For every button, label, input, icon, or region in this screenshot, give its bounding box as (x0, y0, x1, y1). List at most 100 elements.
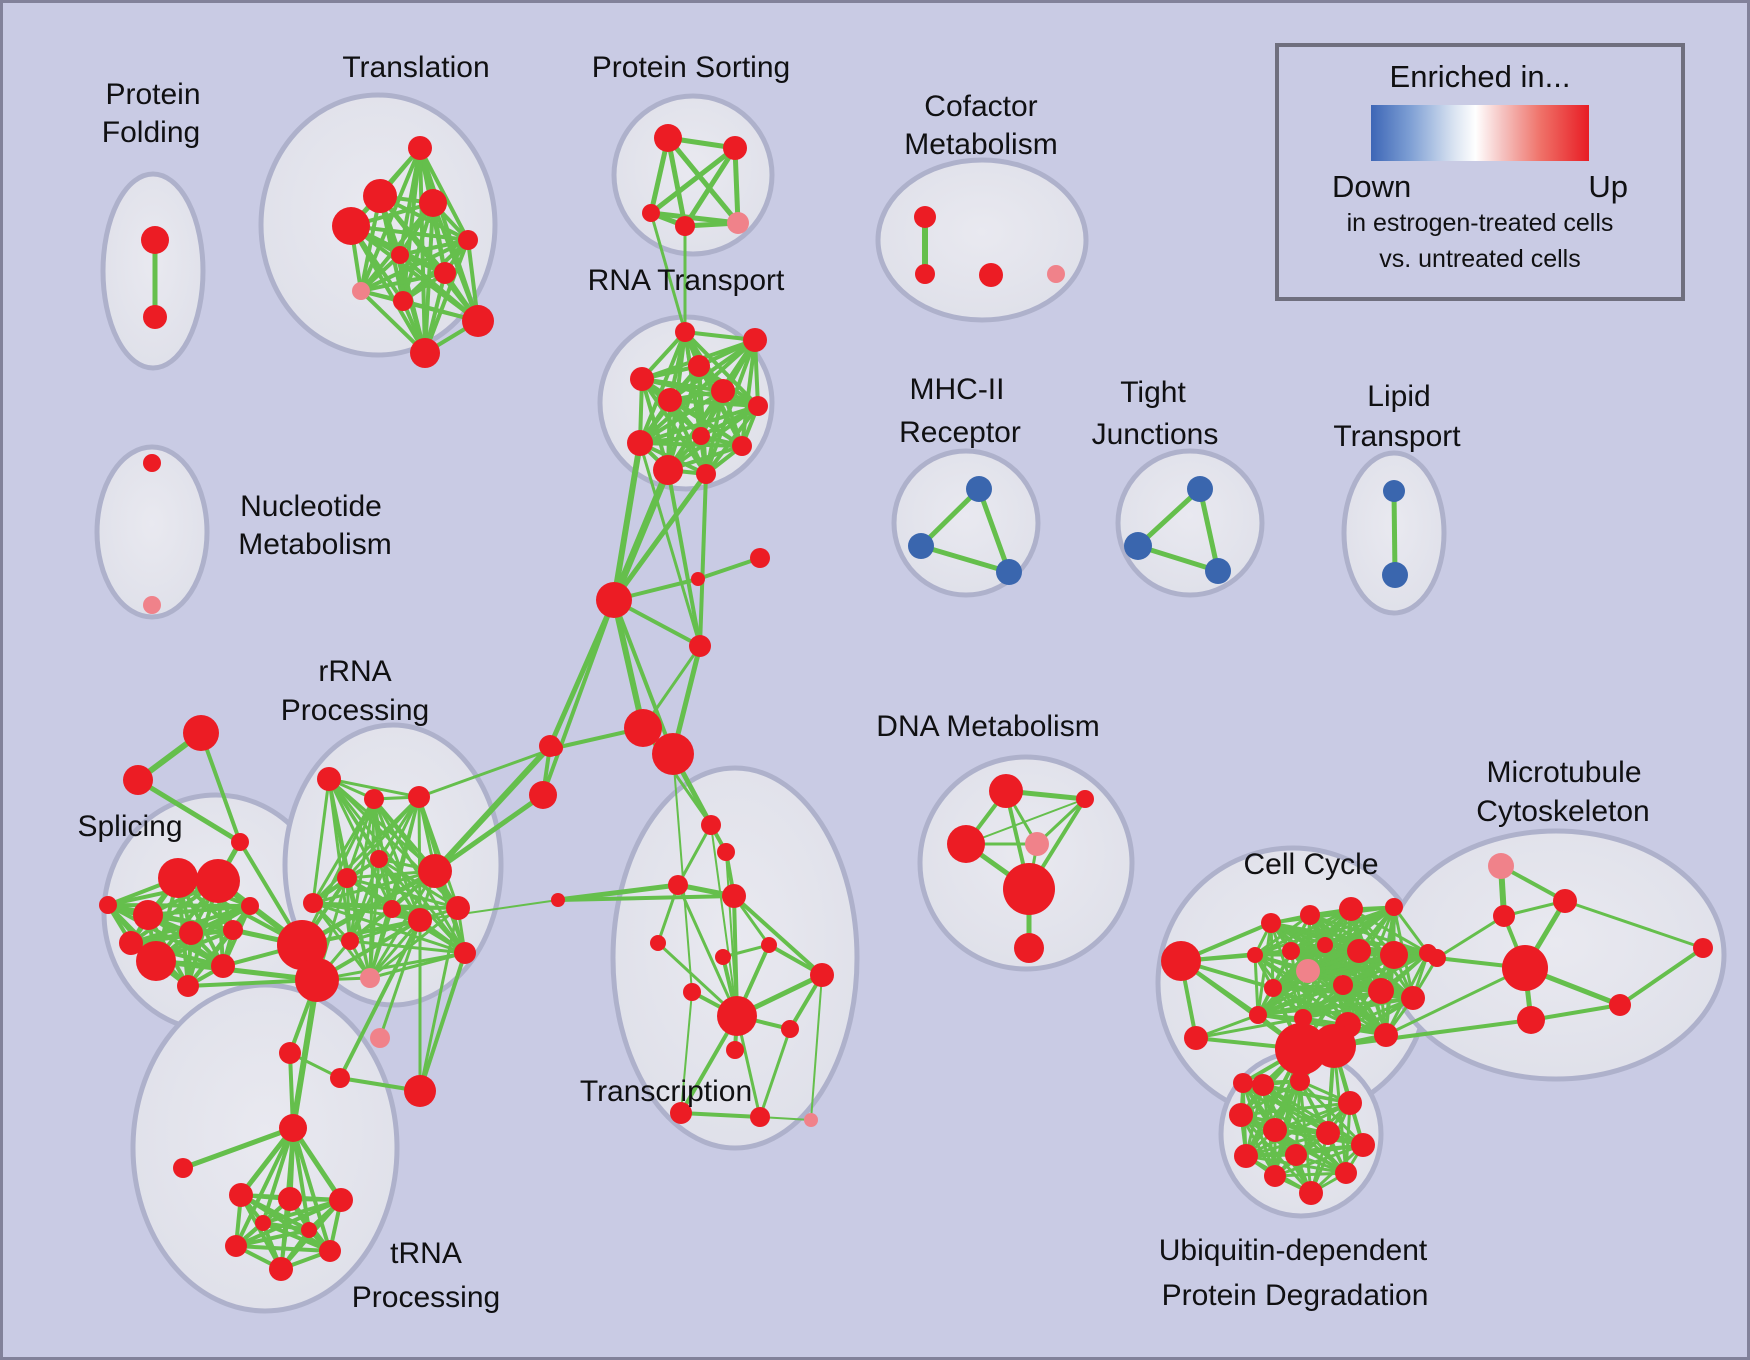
edge (680, 991, 693, 1114)
edge (423, 239, 470, 354)
gene-set-node (229, 1183, 253, 1207)
gene-set-node (303, 893, 323, 913)
edge (1254, 907, 1352, 957)
gene-set-node (947, 825, 985, 863)
cluster-label-rna-transport-0: RNA Transport (588, 264, 785, 297)
gene-set-node (370, 850, 388, 868)
gene-set-node (1249, 1006, 1267, 1024)
gene-set-node (269, 1257, 293, 1281)
gene-set-node (278, 1187, 302, 1211)
edge (155, 958, 318, 983)
gene-set-node (301, 1222, 317, 1238)
legend-title: Enriched in... (1389, 59, 1571, 94)
gene-set-node (391, 246, 409, 264)
edge (239, 1126, 295, 1197)
legend-up-label: Up (1588, 169, 1628, 204)
edge (399, 238, 469, 257)
edge (920, 543, 1010, 575)
gene-set-node (332, 207, 370, 245)
cluster-label-dna-metabolism-0: DNA Metabolism (876, 710, 1099, 743)
gene-set-node (691, 572, 705, 586)
edge (638, 442, 702, 647)
gene-set-node (458, 230, 478, 250)
gene-set-node (1234, 1144, 1258, 1168)
gene-set-node (996, 559, 1022, 585)
gene-set-node (670, 1102, 692, 1124)
edge (611, 472, 709, 602)
edge (676, 884, 739, 1017)
gene-set-node (1187, 476, 1213, 502)
gene-set-node (1335, 1162, 1357, 1184)
edge (1274, 1143, 1364, 1178)
cluster-label-protein-folding-0: Protein (105, 78, 200, 111)
cluster-region-tight-junctions (1115, 448, 1265, 598)
gene-set-node (966, 476, 992, 502)
gene-set-node (1263, 1118, 1287, 1142)
cluster-label-translation-0: Translation (342, 51, 489, 84)
gene-set-node (1275, 1023, 1327, 1075)
edge (1385, 966, 1526, 1037)
gene-set-node (804, 1113, 818, 1127)
edge (359, 147, 422, 292)
gene-set-node (136, 941, 176, 981)
edge (1197, 488, 1221, 572)
gene-set-node (989, 774, 1023, 808)
gene-set-node (1493, 905, 1515, 927)
network-nodes (99, 124, 1713, 1281)
edge (360, 271, 446, 293)
edge (338, 919, 422, 1079)
gene-set-node (701, 815, 721, 835)
gene-set-node (370, 1028, 390, 1048)
gene-set-node (1317, 937, 1333, 953)
edge (640, 377, 708, 476)
cluster-label-rrna-processing-0: rRNA (318, 655, 391, 688)
cluster-label-cofactor-metabolism-1: Metabolism (904, 128, 1057, 161)
gene-set-node (211, 954, 235, 978)
edge (182, 1125, 294, 1171)
cluster-labels: Protein Folding Translation Protein Sorting… (77, 51, 1649, 1314)
gene-set-node (1290, 1071, 1310, 1091)
gene-set-node (1247, 947, 1263, 963)
edge (676, 824, 713, 886)
legend-endpoints: Down Up (1332, 169, 1628, 205)
cluster-label-ubiquitin-degradation-1: Protein Degradation (1162, 1279, 1429, 1312)
edge (433, 792, 545, 874)
gene-set-node (696, 464, 716, 484)
gene-set-node (410, 338, 440, 368)
gene-set-node (241, 897, 259, 915)
gene-set-node (393, 291, 413, 311)
gene-set-node (404, 1075, 436, 1107)
gene-set-node (761, 937, 777, 953)
edge (1436, 914, 1505, 960)
cluster-label-microtubule-cytoskeleton-0: Microtubule (1486, 756, 1641, 789)
gene-set-node (179, 921, 203, 945)
edge (919, 487, 981, 548)
gene-set-node (1383, 480, 1405, 502)
edge (418, 952, 467, 1092)
edge (666, 136, 740, 225)
cluster-label-trna-processing-1: Processing (352, 1281, 500, 1314)
gene-set-node (1003, 863, 1055, 915)
edge (234, 1127, 295, 1247)
edge (235, 1228, 310, 1248)
edge (372, 798, 422, 921)
gene-set-node (143, 454, 161, 472)
edge (346, 876, 459, 910)
cluster-label-rrna-processing-1: Processing (281, 694, 429, 727)
gene-set-node (418, 854, 452, 888)
edge (300, 868, 437, 948)
edge (1257, 989, 1382, 1017)
gene-set-node (1025, 832, 1049, 856)
edge (965, 798, 1086, 845)
edge (641, 377, 759, 408)
gene-set-node (352, 282, 370, 300)
gene-set-node (1047, 265, 1065, 283)
edge (649, 212, 687, 333)
edge (417, 796, 422, 921)
edge (136, 777, 242, 845)
edge (1242, 1081, 1347, 1175)
edge (1564, 899, 1704, 950)
edge (639, 404, 759, 445)
edge (704, 390, 725, 475)
